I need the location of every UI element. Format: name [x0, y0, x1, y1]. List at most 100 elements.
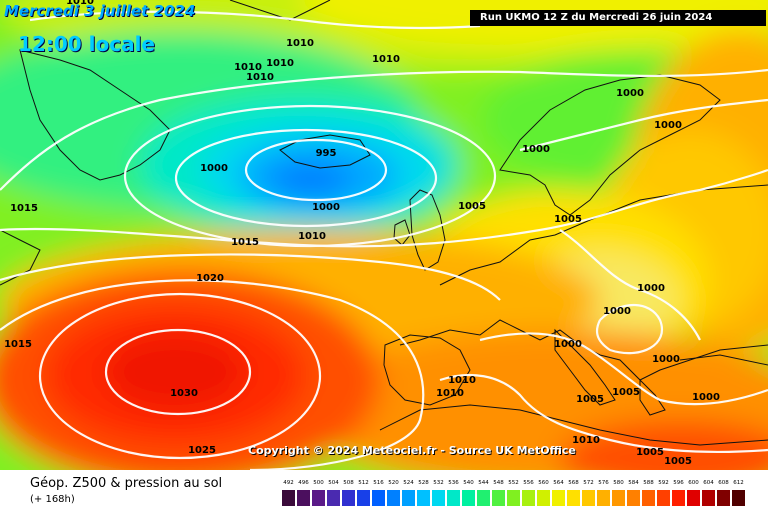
legend-swatch — [702, 490, 715, 506]
isobar-label: 1000 — [652, 354, 680, 365]
isobar-label: 1015 — [231, 237, 259, 248]
legend-tick-label: 504 — [328, 480, 339, 486]
legend-swatch — [642, 490, 655, 506]
legend-swatch — [552, 490, 565, 506]
legend-swatch — [612, 490, 625, 506]
legend-tick-label: 580 — [613, 480, 624, 486]
legend-tick-label: 576 — [598, 480, 609, 486]
legend-swatch — [387, 490, 400, 506]
isobar-label: 1010 — [372, 54, 400, 65]
legend-swatch — [432, 490, 445, 506]
legend-swatch — [522, 490, 535, 506]
legend-tick-label: 568 — [568, 480, 579, 486]
legend-tick-label: 560 — [538, 480, 549, 486]
isobar-label: 1000 — [692, 392, 720, 403]
legend-swatch — [342, 490, 355, 506]
legend-tick-label: 592 — [658, 480, 669, 486]
isobar-label: 1010 — [572, 435, 600, 446]
isobar-label: 1015 — [10, 203, 38, 214]
isobar-label: 1010 — [66, 0, 94, 7]
isobar-label: 1000 — [654, 120, 682, 131]
map-product-title: Géop. Z500 & pression au sol — [30, 476, 223, 491]
isobar-label: 1000 — [637, 283, 665, 294]
isobar-label: 1020 — [196, 273, 224, 284]
legend-tick-label: 588 — [643, 480, 654, 486]
isobar-label: 1005 — [458, 201, 486, 212]
legend-tick-label: 532 — [433, 480, 444, 486]
legend-swatch — [327, 490, 340, 506]
legend-tick-label: 524 — [403, 480, 414, 486]
isobar-label: 1010 — [286, 38, 314, 49]
isobar-label: 1000 — [312, 202, 340, 213]
isobar-label: 1010 — [298, 231, 326, 242]
legend-tick-label: 556 — [523, 480, 534, 486]
legend-tick-label: 516 — [373, 480, 384, 486]
legend-swatch — [372, 490, 385, 506]
forecast-time: 12:00 locale — [18, 32, 155, 56]
legend-swatch — [357, 490, 370, 506]
isobar-label: 1005 — [664, 456, 692, 467]
legend-tick-label: 584 — [628, 480, 639, 486]
legend-tick-label: 600 — [688, 480, 699, 486]
legend-tick-label: 500 — [313, 480, 324, 486]
color-field — [0, 0, 768, 470]
legend-swatch — [462, 490, 475, 506]
legend-swatch — [297, 490, 310, 506]
copyright-notice: Copyright © 2024 Meteociel.fr - Source U… — [248, 444, 576, 457]
isobar-label: 1000 — [522, 144, 550, 155]
legend-swatch — [312, 490, 325, 506]
forecast-date: Mercredi 3 juillet 2024 — [4, 2, 196, 20]
legend-swatch — [282, 490, 295, 506]
isobar-label: 1005 — [636, 447, 664, 458]
legend-tick-label: 596 — [673, 480, 684, 486]
legend-tick-label: 572 — [583, 480, 594, 486]
color-legend: 492 496 500 504 508 512 516 520 524 528 532 536 540 5… — [282, 478, 750, 508]
legend-tick-label: 492 — [283, 480, 294, 486]
legend-swatch — [492, 490, 505, 506]
isobar-label: 1010 — [246, 72, 274, 83]
legend-swatch — [597, 490, 610, 506]
legend-swatch — [402, 490, 415, 506]
legend-swatch — [717, 490, 730, 506]
legend-swatch — [417, 490, 430, 506]
legend-tick-label: 536 — [448, 480, 459, 486]
legend-swatch — [582, 490, 595, 506]
isobar-label: 1025 — [188, 445, 216, 456]
isobar-label: 1000 — [200, 163, 228, 174]
isobar-label: 1005 — [576, 394, 604, 405]
legend-tick-label: 612 — [733, 480, 744, 486]
legend-tick-label: 496 — [298, 480, 309, 486]
legend-swatch — [537, 490, 550, 506]
legend-swatch — [447, 490, 460, 506]
legend-swatch — [687, 490, 700, 506]
isobar-lines — [0, 10, 768, 470]
legend-tick-label: 604 — [703, 480, 714, 486]
isobar-label: 1010 — [266, 58, 294, 69]
legend-swatch — [657, 490, 670, 506]
legend-swatch — [567, 490, 580, 506]
isobar-label: 1000 — [554, 339, 582, 350]
forecast-lead-time: (+ 168h) — [30, 494, 75, 505]
isobar-label: 1010 — [448, 375, 476, 386]
legend-tick-label: 508 — [343, 480, 354, 486]
isobar-label: 1000 — [616, 88, 644, 99]
legend-tick-label: 564 — [553, 480, 564, 486]
legend-tick-label: 512 — [358, 480, 369, 486]
isobar-label: 1015 — [4, 339, 32, 350]
isobar-label: 1005 — [612, 387, 640, 398]
legend-tick-label: 520 — [388, 480, 399, 486]
isobar-label: 995 — [316, 148, 337, 159]
isobar-label: 1030 — [170, 388, 198, 399]
isobar-label: 1010 — [234, 62, 262, 73]
map-footer: Géop. Z500 & pression au sol (+ 168h) 49… — [0, 470, 768, 512]
isobar-label: 1005 — [554, 214, 582, 225]
legend-swatch — [507, 490, 520, 506]
legend-swatch — [672, 490, 685, 506]
isobar-label: 1000 — [603, 306, 631, 317]
legend-swatch — [732, 490, 745, 506]
coastlines — [0, 0, 768, 446]
legend-tick-label: 608 — [718, 480, 729, 486]
legend-tick-label: 528 — [418, 480, 429, 486]
